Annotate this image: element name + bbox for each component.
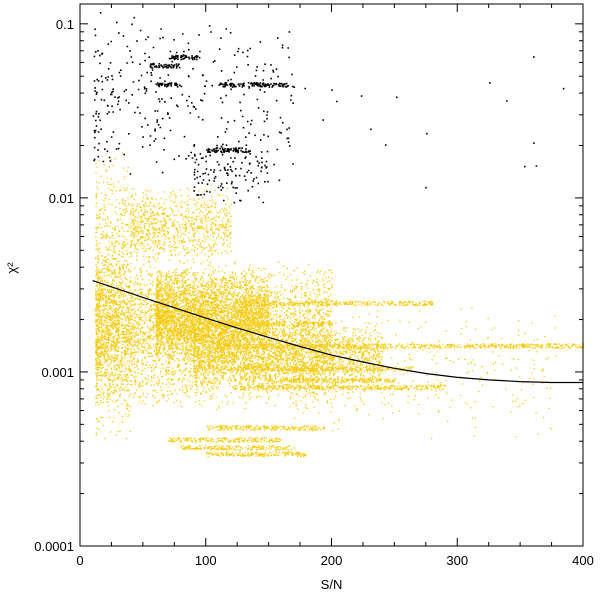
points-layer xyxy=(92,12,585,457)
y-tick-label: 0.1 xyxy=(56,17,74,32)
plot-frame xyxy=(79,3,584,547)
ticks-layer: 0 100 200 300 400 0.0001 0.001 0.01 0.1 xyxy=(34,4,594,568)
x-tick-label: 300 xyxy=(446,553,468,568)
x-tick-label: 400 xyxy=(572,553,594,568)
x-tick-label: 200 xyxy=(321,553,343,568)
y-axis-label: χ² xyxy=(4,262,19,274)
y-tick-label: 0.001 xyxy=(41,365,74,380)
x-axis-label: S/N xyxy=(321,577,343,592)
fit-curve xyxy=(92,280,583,384)
point-cloud xyxy=(92,12,565,204)
point-cloud xyxy=(95,152,585,457)
y-tick-label: 0.0001 xyxy=(34,539,74,554)
x-tick-label: 100 xyxy=(195,553,217,568)
accepted-points xyxy=(95,152,585,457)
y-tick-label: 0.01 xyxy=(49,191,74,206)
rejected-points xyxy=(92,12,565,204)
x-tick-label: 0 xyxy=(76,553,83,568)
